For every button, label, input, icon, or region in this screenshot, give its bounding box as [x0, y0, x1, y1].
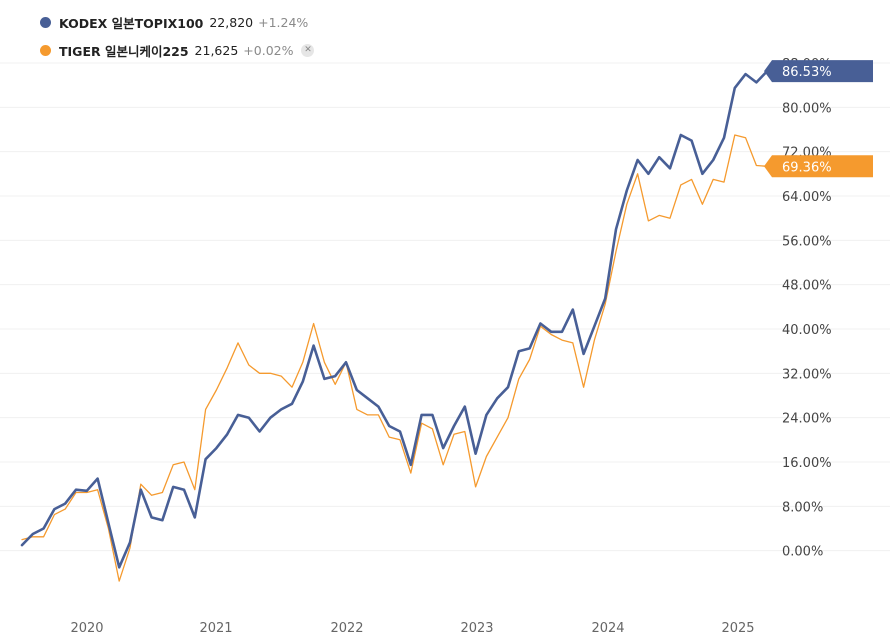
legend: KODEX 일본TOPIX100 22,820 +1.24% TIGER 일본니… [40, 8, 315, 64]
series-group [20, 69, 769, 582]
y-tick-label: 80.00% [782, 101, 832, 116]
legend-change: +1.24% [258, 14, 309, 30]
legend-price: 22,820 [209, 14, 254, 30]
last-value-label: 86.53% [782, 65, 832, 80]
legend-marker-tiger [40, 44, 51, 56]
y-tick-label: 56.00% [782, 234, 832, 249]
legend-series-name: TIGER 일본니케이225 [59, 43, 189, 59]
x-tick-label: 2023 [460, 621, 493, 636]
y-tick-label: 64.00% [782, 190, 832, 205]
legend-price: 21,625 [194, 42, 239, 58]
y-tick-label: 24.00% [782, 412, 832, 427]
close-icon[interactable]: ✕ [301, 43, 315, 57]
legend-item-tiger[interactable]: TIGER 일본니케이225 21,625 +0.02% ✕ [40, 36, 315, 64]
x-tick-label: 2025 [721, 621, 754, 636]
y-tick-label: 0.00% [782, 545, 823, 560]
last-value-tag [764, 60, 873, 83]
legend-series-name: KODEX 일본TOPIX100 [59, 15, 204, 31]
last-value-label: 69.36% [782, 160, 832, 175]
y-tick-label: 8.00% [782, 500, 823, 515]
legend-change: +0.02% [243, 42, 294, 58]
x-tick-label: 2024 [591, 621, 624, 636]
y-tick-label: 40.00% [782, 323, 832, 338]
y-tick-label: 48.00% [782, 279, 832, 294]
y-tick-label: 16.00% [782, 456, 832, 471]
legend-marker-kodex [40, 16, 51, 28]
x-tick-label: 2021 [199, 621, 232, 636]
x-tick-label: 2020 [70, 621, 103, 636]
legend-item-kodex[interactable]: KODEX 일본TOPIX100 22,820 +1.24% [40, 8, 314, 36]
last-value-tags: 86.53% 69.36% [764, 60, 873, 178]
grid-lines [0, 62, 890, 552]
y-tick-label: 32.00% [782, 367, 832, 382]
last-value-tag [764, 155, 873, 178]
x-axis: 2020 2021 2022 2023 2024 2025 [70, 621, 754, 636]
x-tick-label: 2022 [330, 621, 363, 636]
series-line-kodex [20, 69, 769, 569]
series-line-tiger [21, 134, 768, 582]
y-axis: 0.00% 8.00% 16.00% 24.00% 32.00% 40.00% 48.00%… [782, 57, 832, 560]
